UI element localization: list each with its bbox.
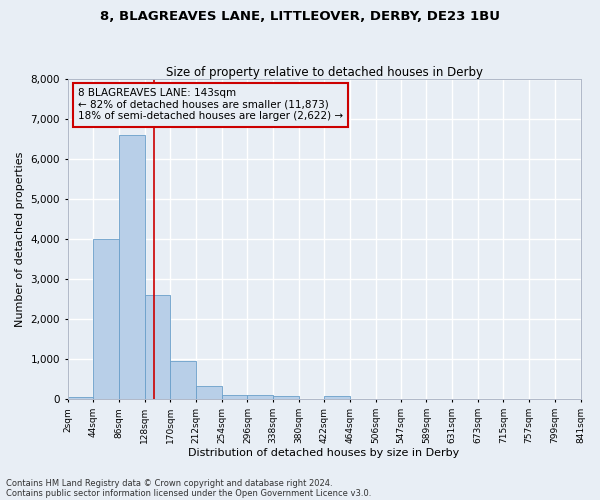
Bar [247, 396, 273, 400]
X-axis label: Distribution of detached houses by size in Derby: Distribution of detached houses by size … [188, 448, 460, 458]
Text: Contains HM Land Registry data © Crown copyright and database right 2024.: Contains HM Land Registry data © Crown c… [6, 478, 332, 488]
Title: Size of property relative to detached houses in Derby: Size of property relative to detached ho… [166, 66, 482, 78]
Bar [273, 396, 299, 400]
Bar [119, 134, 145, 400]
Text: 8, BLAGREAVES LANE, LITTLEOVER, DERBY, DE23 1BU: 8, BLAGREAVES LANE, LITTLEOVER, DERBY, D… [100, 10, 500, 23]
Text: 8 BLAGREAVES LANE: 143sqm
← 82% of detached houses are smaller (11,873)
18% of s: 8 BLAGREAVES LANE: 143sqm ← 82% of detac… [78, 88, 343, 122]
Bar [325, 396, 350, 400]
Bar [222, 394, 247, 400]
Bar [68, 397, 94, 400]
Y-axis label: Number of detached properties: Number of detached properties [15, 151, 25, 326]
Bar [94, 239, 119, 400]
Bar [170, 361, 196, 400]
Text: Contains public sector information licensed under the Open Government Licence v3: Contains public sector information licen… [6, 488, 371, 498]
Bar [145, 295, 170, 400]
Bar [196, 386, 222, 400]
